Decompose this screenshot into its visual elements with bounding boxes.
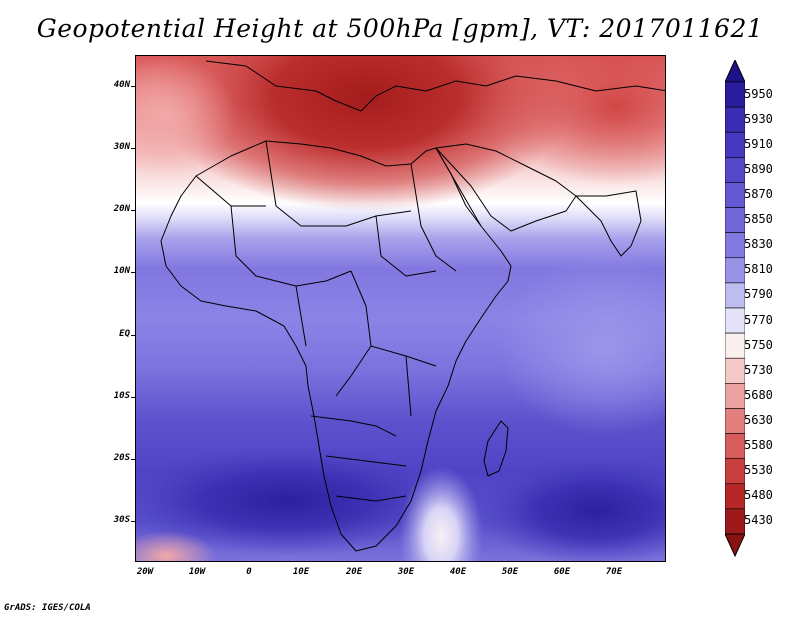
lon-label-60e: 60E (553, 567, 571, 577)
lat-tick (131, 272, 135, 273)
colorbar-box (724, 483, 746, 510)
colorbar-level-label: 5770 (744, 312, 773, 327)
geopotential-map (135, 55, 666, 562)
lat-label-10n: 10N (113, 266, 130, 276)
colorbar-box (724, 332, 746, 359)
colorbar-box (724, 433, 746, 459)
colorbar-level-label: 5730 (744, 362, 773, 377)
colorbar-level-label: 5750 (744, 337, 773, 352)
colorbar-box (724, 282, 746, 309)
colorbar-level-label: 5580 (744, 438, 773, 453)
lat-tick (131, 397, 135, 398)
colorbar-box (724, 508, 746, 535)
west-ridge (136, 56, 236, 176)
colorbar-box (724, 207, 746, 233)
colorbar-box (724, 357, 746, 384)
lon-label-20w: 20W (136, 567, 154, 577)
colorbar-top-arrow (724, 58, 746, 83)
colorbar-box (724, 307, 746, 334)
colorbar-level-label: 5530 (744, 463, 773, 478)
lat-tick (131, 210, 135, 211)
lon-label-50e: 50E (501, 567, 519, 577)
lon-label-70e: 70E (605, 567, 623, 577)
coastlines (160, 60, 665, 552)
colorbar-box (724, 182, 746, 208)
colorbar-level-label: 5630 (744, 413, 773, 427)
grads-credit: GrADS: IGES/COLA (4, 603, 91, 613)
lon-label-10w: 10W (188, 567, 206, 577)
lat-label-30s: 30S (113, 515, 130, 525)
colorbar-box (724, 458, 746, 485)
colorbar-box (724, 131, 746, 158)
colorbar-box (724, 232, 746, 259)
southwest-ridge (136, 531, 216, 561)
lat-label-20n: 20N (113, 204, 130, 214)
colorbar-level-label: 5430 (744, 513, 773, 528)
colorbar-level-label: 5810 (744, 262, 773, 277)
colorbar-level-label: 5930 (744, 111, 773, 126)
colorbar-level-label: 5830 (744, 237, 773, 252)
lat-label-20s: 20S (113, 453, 130, 463)
south-atlantic-low (136, 446, 456, 556)
colorbar-level-label: 5680 (744, 387, 773, 402)
cutoff-trough (399, 466, 483, 561)
lon-label-20e: 20E (345, 567, 363, 577)
lat-label-30n: 30N (113, 142, 130, 152)
colorbar-level-label: 5910 (744, 136, 773, 151)
lat-tick (131, 459, 135, 460)
indian-ocean-light (496, 256, 665, 436)
lat-tick (131, 521, 135, 522)
lat-label-eq: EQ (119, 329, 130, 339)
lon-label-10e: 10E (292, 567, 310, 577)
colorbar-box (724, 408, 746, 434)
colorbar-box (724, 81, 746, 108)
colorbar-box (724, 157, 746, 183)
colorbar-level-label: 5890 (744, 161, 773, 176)
mediterranean-high (156, 56, 576, 211)
lat-tick (131, 335, 135, 336)
colorbar-level-label: 5950 (744, 86, 773, 101)
colorbar-box (724, 106, 746, 133)
colorbar-box (724, 257, 746, 284)
lat-tick (131, 148, 135, 149)
colorbar-level-label: 5850 (744, 212, 773, 227)
east-high (496, 56, 665, 186)
lon-label-0: 0 (246, 567, 252, 577)
colorbar-boxes (724, 81, 746, 535)
lat-tick (131, 86, 135, 87)
colorbar-level-label: 5870 (744, 187, 773, 201)
colorbar (724, 58, 746, 562)
lon-label-30e: 30E (397, 567, 415, 577)
lat-label-40n: 40N (113, 80, 130, 90)
colorbar-bottom-arrow (724, 533, 746, 558)
colorbar-box (724, 383, 746, 409)
map-title: Geopotential Height at 500hPa [gpm], VT:… (36, 14, 764, 43)
lon-label-40e: 40E (449, 567, 467, 577)
lat-label-10s: 10S (113, 391, 130, 401)
colorbar-level-label: 5480 (744, 488, 773, 503)
colorbar-level-label: 5790 (744, 287, 773, 302)
south-indian-low (476, 456, 665, 561)
